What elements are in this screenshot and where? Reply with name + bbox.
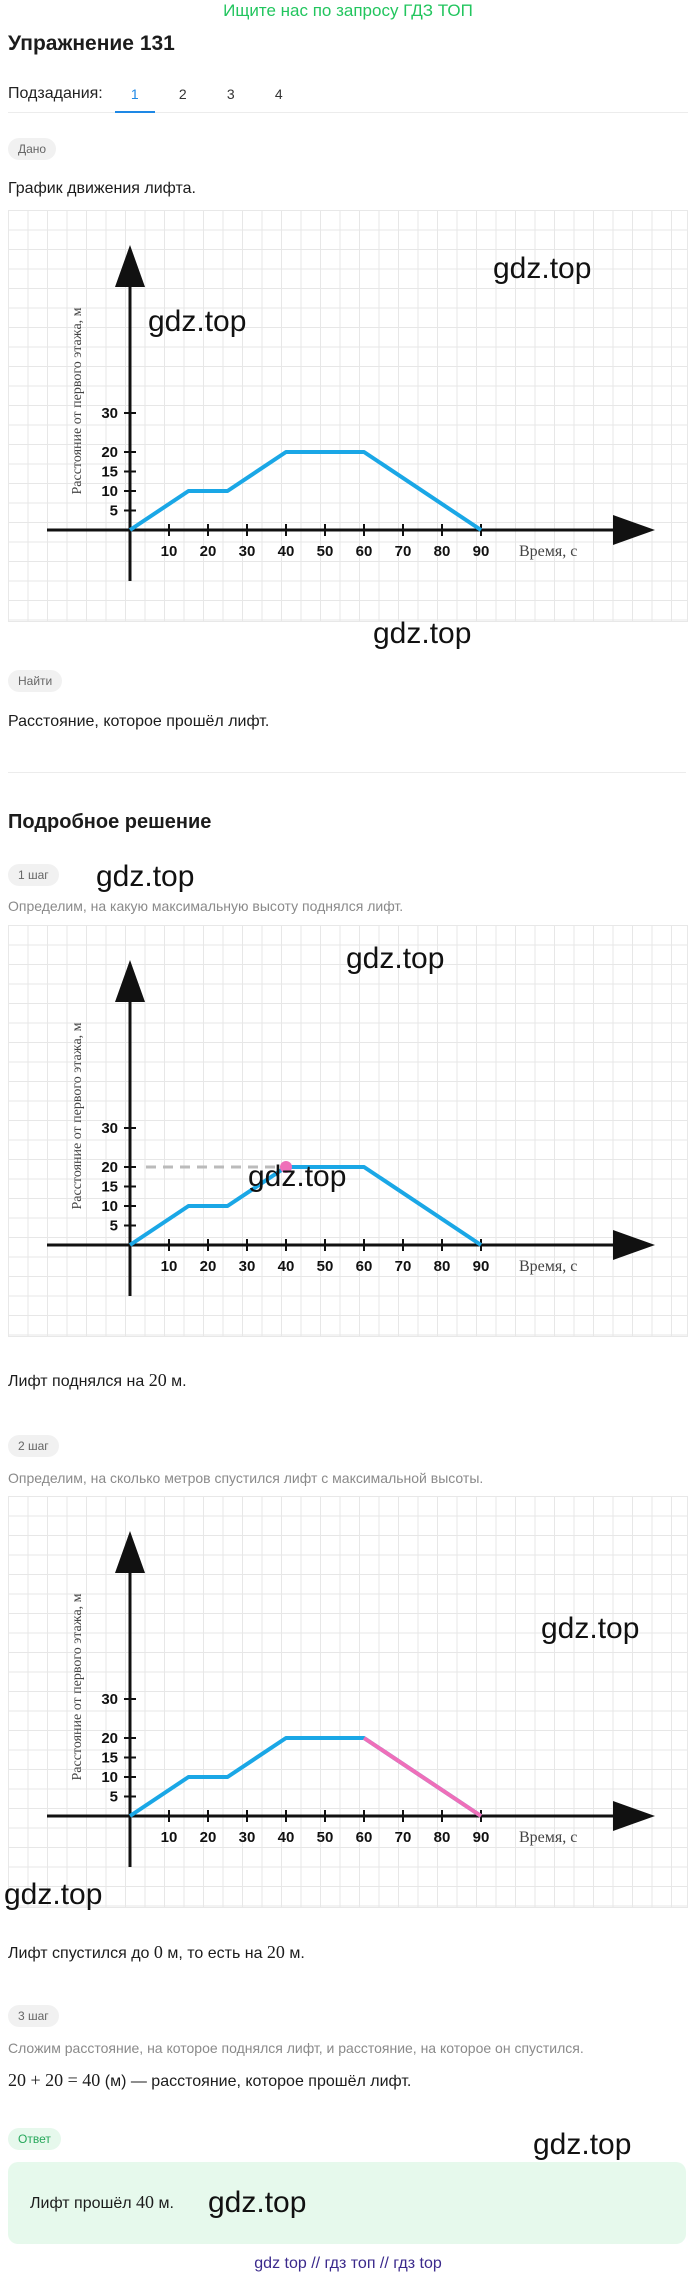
x-axis-label: Время, с (519, 1829, 577, 1846)
tab-subtask-2[interactable]: 2 (178, 86, 187, 102)
x-tick-label: 70 (395, 1829, 412, 1846)
x-tick-label: 50 (317, 543, 334, 560)
x-tick-label: 90 (473, 1829, 490, 1846)
watermark: gdz.top (4, 1878, 103, 1911)
answer-text: Лифт прошёл 40 м. (30, 2192, 174, 2212)
y-axis-label: Расстояние от первого этажа, м (70, 307, 85, 494)
y-tick-label: 5 (110, 1218, 118, 1235)
series-line (128, 1736, 483, 1818)
find-pill: Найти (8, 670, 63, 692)
step1-text: Определим, на какую максимальную высоту … (8, 898, 404, 914)
y-tick-label: 10 (101, 1769, 118, 1786)
divider (8, 772, 686, 773)
series-line (128, 1165, 483, 1247)
step2-result: Лифт спустился до 0 м, то есть на 20 м. (8, 1942, 305, 1962)
chart-given: 10 20 30 40 50 60 70 80 90 5 10 15 20 30 Время, с Расст… (8, 210, 688, 622)
subtasks-label: Подзадания: (8, 85, 103, 102)
given-pill: Дано (8, 138, 57, 160)
y-axis-label: Расстояние от первого этажа, м (70, 1022, 85, 1209)
watermark: gdz.top (148, 305, 247, 338)
step2-text: Определим, на сколько метров спустился л… (8, 1470, 484, 1486)
y-tick-label: 5 (110, 1789, 118, 1806)
watermark: gdz.top (373, 617, 472, 650)
y-tick-label: 20 (101, 1159, 118, 1176)
y-tick-label: 30 (101, 1691, 118, 1708)
step3-pill: 3 шаг (8, 2005, 59, 2027)
step1-pill: 1 шаг (8, 864, 59, 886)
x-tick-label: 40 (278, 543, 295, 560)
series-line (128, 450, 483, 532)
max-height-point (280, 1161, 292, 1173)
x-tick-label: 60 (356, 1829, 373, 1846)
y-tick-label: 15 (101, 1179, 118, 1196)
watermark: gdz.top (208, 2186, 307, 2219)
x-tick-label: 60 (356, 1258, 373, 1275)
step3-formula: 20 + 20 = 40 (м) — расстояние, которое п… (8, 2070, 412, 2090)
y-tick-label: 5 (110, 503, 118, 520)
watermark: gdz.top (346, 942, 445, 975)
answer-pill: Ответ (8, 2128, 61, 2150)
step2-pill: 2 шаг (8, 1435, 59, 1457)
x-tick-label: 50 (317, 1258, 334, 1275)
solution-title: Подробное решение (8, 811, 212, 833)
x-tick-label: 90 (473, 1258, 490, 1275)
x-tick-label: 10 (161, 1829, 178, 1846)
find-text: Расстояние, которое прошёл лифт. (8, 713, 270, 730)
step1-result: Лифт поднялся на 20 м. (8, 1370, 187, 1390)
y-tick-label: 20 (101, 1730, 118, 1747)
y-tick-label: 30 (101, 405, 118, 422)
x-tick-label: 80 (434, 543, 451, 560)
x-axis-label: Время, с (519, 1258, 577, 1275)
step3-text: Сложим расстояние, на которое поднялся л… (8, 2040, 584, 2056)
x-tick-label: 30 (239, 1829, 256, 1846)
watermark: gdz.top (96, 860, 195, 893)
y-tick-label: 15 (101, 1750, 118, 1767)
promo-banner[interactable]: Ищите нас по запросу ГДЗ ТОП (223, 1, 473, 20)
watermark: gdz.top (533, 2128, 632, 2161)
page-title: Упражнение 131 (8, 32, 175, 55)
y-tick-label: 20 (101, 444, 118, 461)
y-tick-label: 15 (101, 464, 118, 481)
x-tick-label: 90 (473, 543, 490, 560)
x-tick-label: 80 (434, 1258, 451, 1275)
x-tick-label: 40 (278, 1829, 295, 1846)
x-tick-label: 20 (200, 1829, 217, 1846)
x-tick-label: 40 (278, 1258, 295, 1275)
x-tick-label: 50 (317, 1829, 334, 1846)
watermark: gdz.top (493, 252, 592, 285)
x-tick-label: 80 (434, 1829, 451, 1846)
y-tick-label: 10 (101, 1198, 118, 1215)
tab-subtask-3[interactable]: 3 (226, 86, 235, 102)
chart-step1: 10 20 30 40 50 60 70 80 90 5 10 15 20 30 Время, с Расст… (8, 925, 688, 1337)
chart-step2: 10 20 30 40 50 60 70 80 90 5 10 15 20 30 Время, с Расст… (8, 1496, 688, 1908)
x-tick-label: 10 (161, 1258, 178, 1275)
footer-links[interactable]: gdz top // гдз топ // гдз top (254, 2255, 442, 2272)
x-tick-label: 60 (356, 543, 373, 560)
y-axis-label: Расстояние от первого этажа, м (70, 1593, 85, 1780)
x-axis-label: Время, с (519, 543, 577, 560)
answer-box: Лифт прошёл 40 м. (8, 2162, 686, 2244)
y-tick-label: 30 (101, 1120, 118, 1137)
x-tick-label: 10 (161, 543, 178, 560)
watermark: gdz.top (541, 1612, 640, 1645)
given-text: График движения лифта. (8, 180, 196, 197)
subtasks-tabs: Подзадания: 1 2 3 4 (8, 76, 688, 113)
x-tick-label: 70 (395, 543, 412, 560)
x-tick-label: 20 (200, 543, 217, 560)
descent-segment (362, 1736, 483, 1818)
x-tick-label: 30 (239, 543, 256, 560)
x-tick-label: 30 (239, 1258, 256, 1275)
y-tick-label: 10 (101, 483, 118, 500)
watermark: gdz.top (248, 1160, 347, 1193)
tab-subtask-1[interactable]: 1 (111, 76, 159, 113)
tab-subtask-4[interactable]: 4 (274, 86, 283, 102)
x-tick-label: 70 (395, 1258, 412, 1275)
x-tick-label: 20 (200, 1258, 217, 1275)
